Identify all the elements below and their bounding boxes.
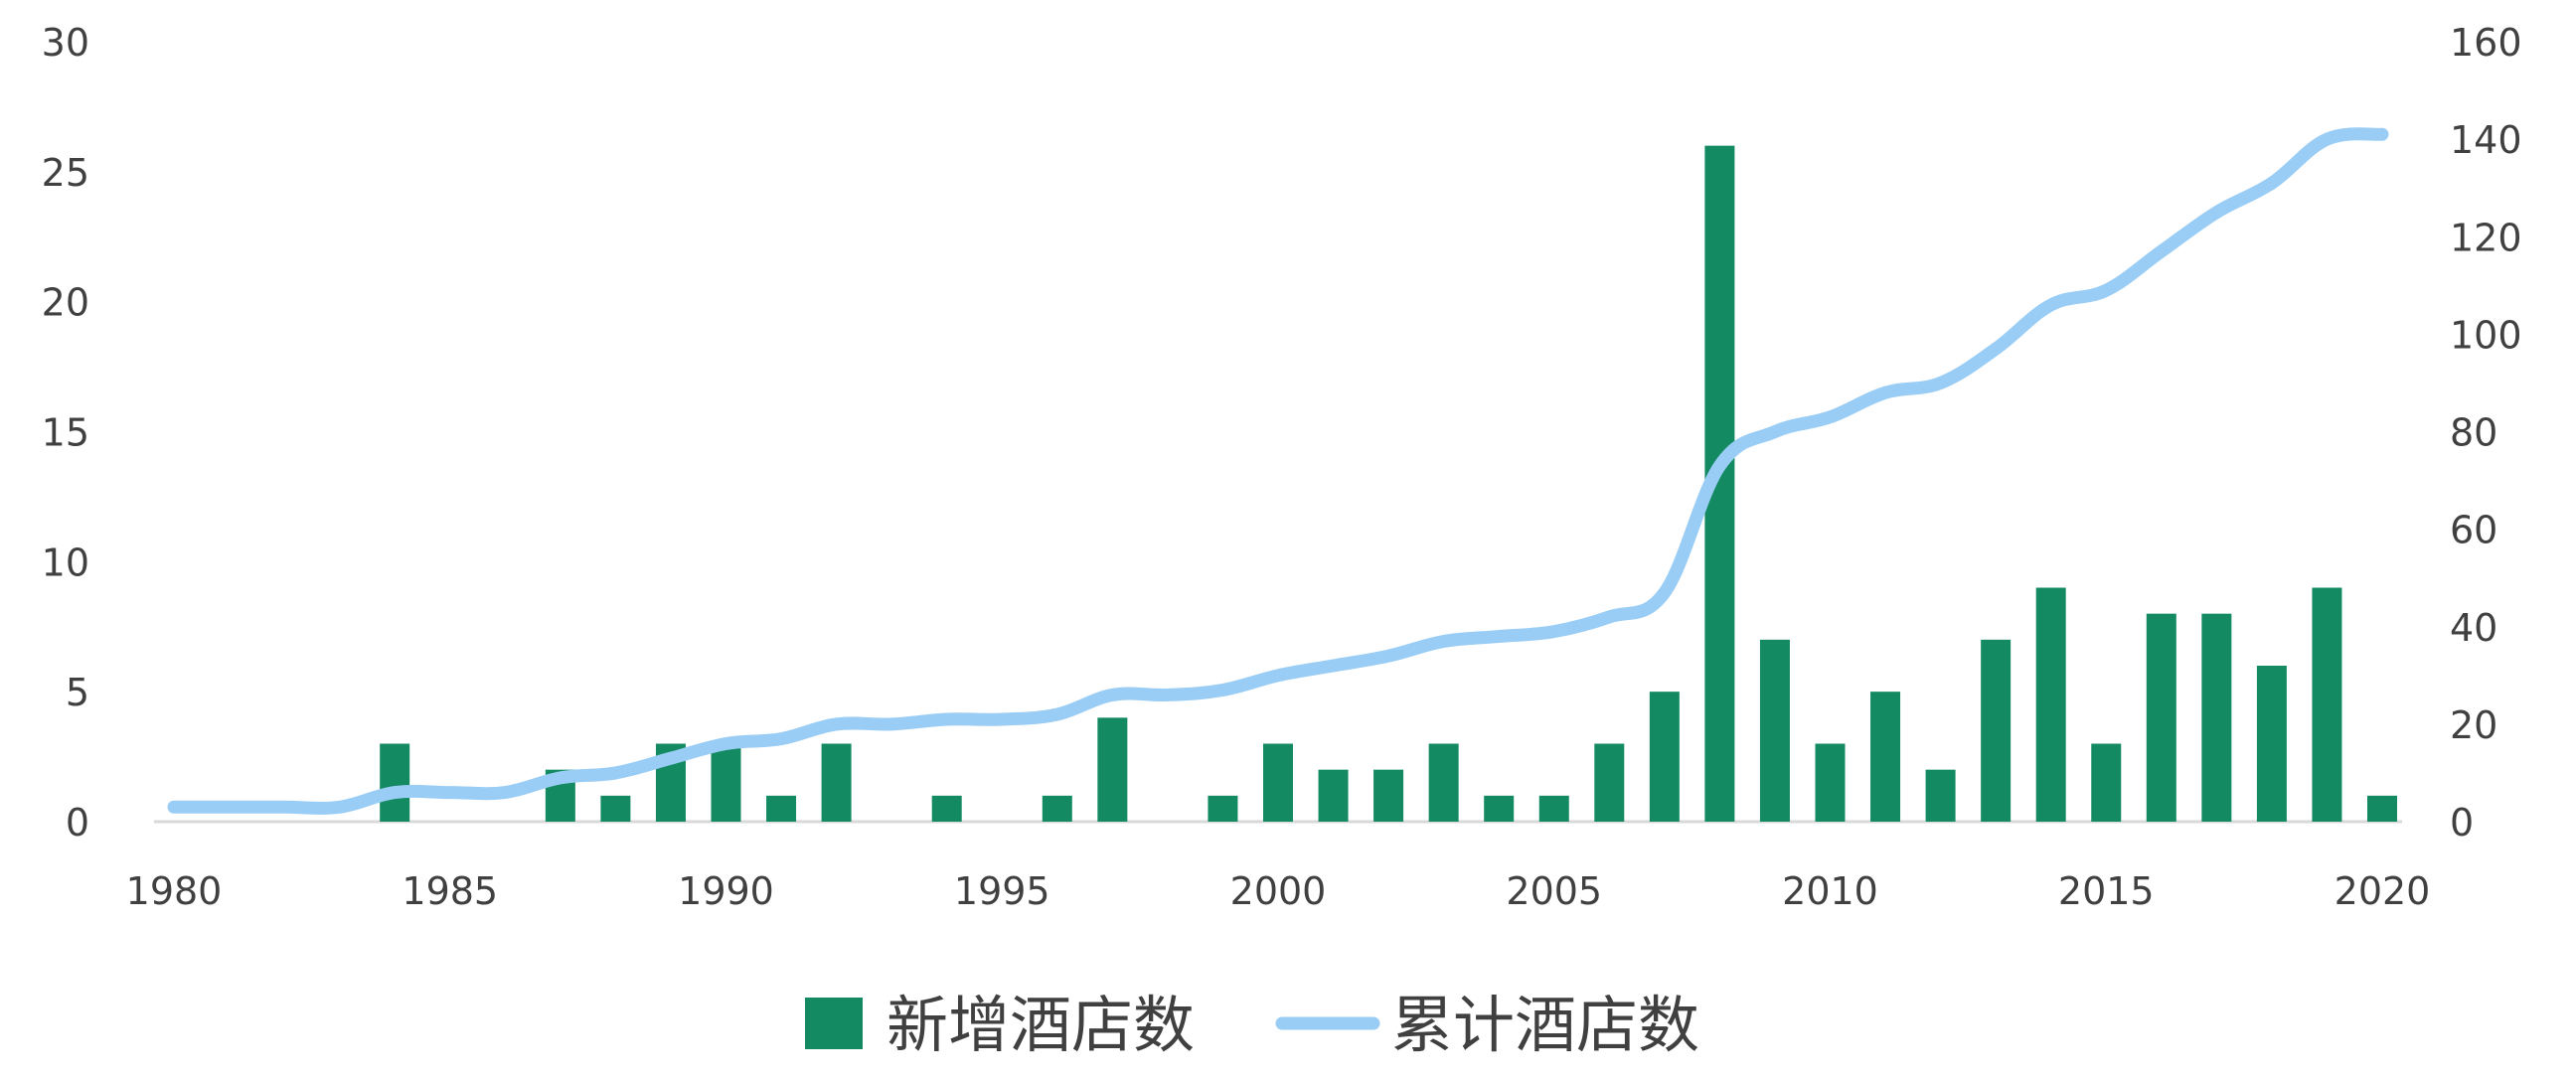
bar: [2367, 795, 2397, 822]
y-right-tick-label: 0: [2450, 801, 2474, 845]
bar: [380, 743, 410, 822]
bar: [1649, 692, 1680, 822]
x-tick-label: 1980: [126, 869, 223, 913]
bar-series: [380, 145, 2397, 822]
bar: [1981, 639, 2012, 822]
bar: [766, 795, 797, 822]
bar: [1373, 769, 1404, 822]
y-left-tick-label: 5: [66, 671, 89, 714]
bar: [2201, 613, 2232, 822]
legend-bar-swatch: [805, 998, 863, 1049]
y-right-tick-label: 20: [2450, 703, 2497, 747]
bar: [1759, 639, 1790, 822]
x-tick-label: 2010: [1782, 869, 1878, 913]
legend-line-label: 累计酒店数: [1391, 989, 1699, 1061]
bar: [1208, 795, 1238, 822]
bar: [821, 743, 852, 822]
y-right-tick-label: 120: [2450, 216, 2522, 259]
y-left-tick-label: 15: [42, 411, 89, 455]
x-tick-label: 1995: [954, 869, 1050, 913]
bar: [1484, 795, 1515, 822]
right-axis-ticks: 0 20 40 60 80 100 120 140 160: [2450, 21, 2522, 845]
y-right-tick-label: 40: [2450, 606, 2497, 650]
bar: [1097, 717, 1128, 822]
y-left-tick-label: 30: [42, 21, 89, 65]
bar: [2312, 587, 2342, 822]
left-axis-ticks: 0 5 10 15 20 25 30: [42, 21, 89, 845]
bar: [1263, 743, 1293, 822]
x-tick-label: 2000: [1230, 869, 1327, 913]
x-tick-label: 1985: [402, 869, 498, 913]
y-right-tick-label: 160: [2450, 21, 2522, 65]
y-right-tick-label: 100: [2450, 313, 2522, 357]
bar: [711, 743, 741, 822]
y-right-tick-label: 60: [2450, 509, 2497, 552]
bar: [1870, 692, 1901, 822]
y-left-tick-label: 0: [66, 801, 89, 845]
bar: [931, 795, 962, 822]
y-left-tick-label: 20: [42, 281, 89, 325]
bar: [2256, 666, 2287, 822]
x-tick-label: 2020: [2334, 869, 2431, 913]
bar: [1042, 795, 1072, 822]
bar: [2146, 613, 2176, 822]
bar: [2035, 587, 2066, 822]
x-tick-label: 1990: [678, 869, 774, 913]
bar: [1815, 743, 1846, 822]
x-axis-ticks: 1980 1985 1990 1995 2000 2005 2010 2015 2020: [126, 869, 2431, 913]
bar: [1318, 769, 1349, 822]
bar: [1538, 795, 1569, 822]
y-left-tick-label: 10: [42, 540, 89, 584]
legend-bar-label: 新增酒店数: [886, 989, 1195, 1061]
bar: [1428, 743, 1459, 822]
legend: 新增酒店数 累计酒店数: [805, 989, 1699, 1061]
bar: [1925, 769, 1956, 822]
bar: [1594, 743, 1625, 822]
x-tick-label: 2005: [1506, 869, 1602, 913]
bar: [2091, 743, 2122, 822]
x-tick-label: 2015: [2058, 869, 2155, 913]
y-left-tick-label: 25: [42, 151, 89, 195]
bar: [600, 795, 631, 822]
y-right-tick-label: 80: [2450, 411, 2497, 455]
cumulative-line: [167, 127, 2389, 815]
y-right-tick-label: 140: [2450, 118, 2522, 162]
